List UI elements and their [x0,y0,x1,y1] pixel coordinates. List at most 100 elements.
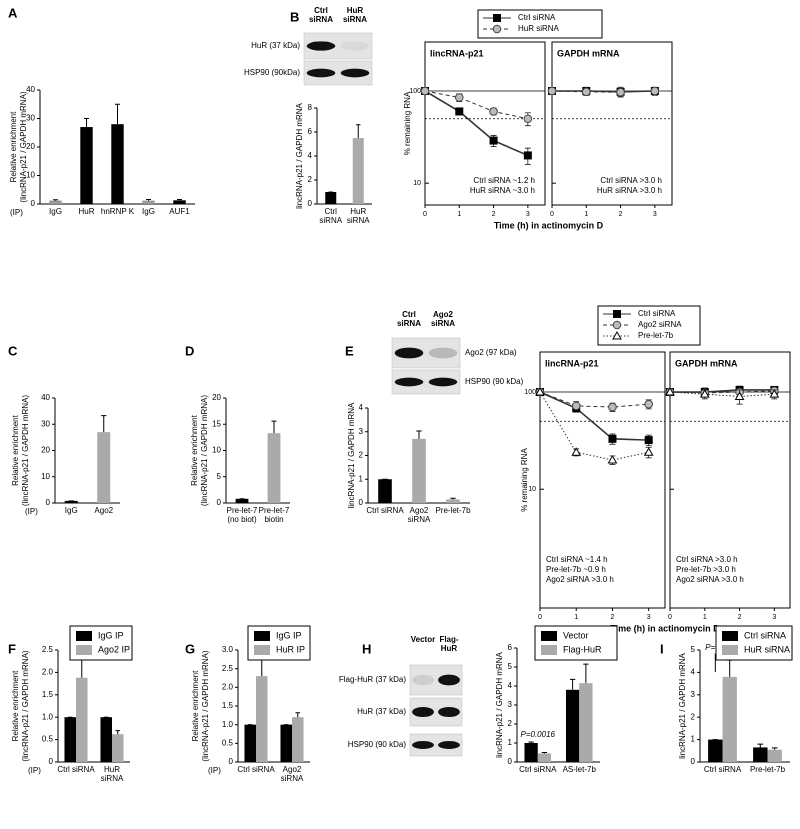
y-tick-label: 6 [508,643,513,652]
lane-label-box: Ctrl siRNA [396,310,421,328]
y-tick-label: 4 [508,681,513,690]
blot-band [428,377,458,387]
error-bar [356,124,361,138]
panel-letter: E [345,343,354,358]
marker [493,14,501,22]
bar [565,689,580,762]
x-tick-label: IgG [49,207,62,216]
note: Ctrl siRNA >3.0 h [676,555,738,564]
bar [173,200,186,204]
x-tick-label: Ctrl siRNA [319,207,343,225]
series-line [551,90,655,93]
panel-letter: I [660,641,664,656]
marker [489,136,498,145]
lane-label-box: Flag-HuR [439,635,458,653]
bar [378,479,392,503]
blot-band [438,706,460,718]
y-tick-label: 1.0 [42,712,54,721]
error-bar [79,659,85,678]
marker [420,86,430,96]
x-tick-label-box: Pre-let-7 biotin [258,506,290,524]
error-bar [450,497,456,500]
error-bar [84,118,89,128]
blot-row-label: HSP90 (90 kDa) [348,740,407,749]
legend-label: Flag-HuR [563,644,602,654]
x-tick-label: Pre-let-7b [435,506,471,515]
panel-letter: G [185,641,195,656]
marker [616,87,625,97]
y-axis-label: % remaining RNA [403,91,412,155]
x-tick-label: 3 [653,211,657,218]
x-tick-label: 3 [526,211,530,218]
blot-row-label: Flag-HuR (37 kDa) [339,675,406,684]
y-tick-label: 2.5 [222,664,234,673]
subplot-title: lincRNA-p21 [545,358,599,368]
panel-letter: C [8,343,18,358]
bar [280,724,292,762]
error-bar [146,198,151,201]
y-tick-label: 2.5 [42,645,54,654]
y-tick-label: 6 [308,127,313,136]
note: Ctrl siRNA ~1.4 h [546,555,608,564]
marker [535,387,545,396]
x-tick-label: Ago2 [94,506,114,515]
bar [64,500,78,503]
error-bar [771,747,778,750]
lane-label: Ago2 siRNA [430,310,455,328]
x-tick-label: Ctrl siRNA [703,765,742,774]
marker [608,434,617,443]
lane-label: Vector [410,635,436,644]
x-tick-label: Pre-let-7 biotin [258,506,290,524]
note: Ctrl siRNA >3.0 h [600,176,662,185]
error-bar [177,198,182,201]
x-tick-label: Ctrl siRNA [57,765,95,774]
blot-background [409,733,463,757]
x-tick-label: 0 [668,614,672,621]
lane-label: HuR siRNA [342,6,367,24]
bar [111,124,124,204]
series-line [539,391,649,408]
x-tick-label-box: AS-let-7b [563,765,596,774]
y-tick-label: 2.0 [222,682,234,691]
bar [76,677,88,762]
legend-swatch [76,645,92,655]
y-tick-label: 0 [46,498,51,507]
y-tick-label: 0 [229,757,234,766]
error-bar [726,659,733,677]
error-bar [101,415,107,433]
y-tick-label: 0 [308,199,313,208]
y-tick-label: 3 [508,700,513,709]
blot-band [412,741,434,749]
blot-band [412,706,434,718]
bar [80,127,93,204]
marker [489,107,498,116]
error-bar [416,430,422,439]
series-line [424,90,528,120]
x-axis-label: Time (h) in actinomycin D [494,220,604,230]
legend-label: Ctrl siRNA [518,13,556,22]
x-tick-label-box: Pre-let-7b [750,765,785,774]
legend-swatch [722,631,738,641]
blot-row-label: Ago2 (97 kDa) [465,348,517,357]
bar [325,192,337,204]
y-tick-label: 100 [524,389,536,396]
row-label: (IP) [10,208,23,217]
bar [524,743,538,762]
x-tick-label: 0 [538,614,542,621]
lane-label-box: Ago2 siRNA [430,310,455,328]
lane-label-box: Ctrl siRNA [309,6,333,24]
plot-frame [424,41,546,206]
error-bar [115,730,121,735]
series-line [669,390,775,394]
legend-label: HuR siRNA [744,644,790,654]
blot-band [340,41,370,51]
bar [446,499,460,503]
y-axis-label: (lincRNA-p21 / GAPDH mRNA) [21,395,30,506]
marker [454,93,464,102]
y-tick-label: 1.0 [222,720,234,729]
lane-label: Ctrl siRNA [396,310,421,328]
blot-band [306,41,336,51]
x-tick-label-box: Pre-let-7b [435,506,471,515]
y-tick-label: 1.5 [222,701,234,710]
x-tick-label-box: Ctrl siRNA [519,765,556,774]
